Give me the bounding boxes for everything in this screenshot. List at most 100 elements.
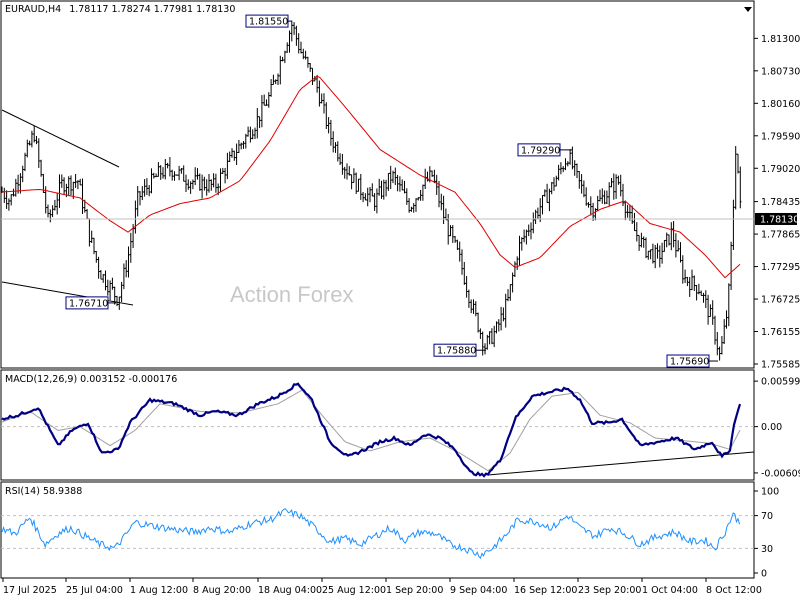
- ohlc-bar: [732, 199, 735, 251]
- price-pane: Action Forex EURAUD,H4 1.78117 1.78274 1…: [0, 0, 800, 371]
- ohlc-bar: [352, 168, 356, 183]
- ohlc-bar: [161, 167, 165, 179]
- ohlc-bar: [481, 331, 484, 356]
- ohlc-bar: [725, 310, 728, 329]
- ohlc-bar: [460, 249, 464, 275]
- ohlc-bar: [525, 229, 528, 245]
- macd-line: [1, 382, 742, 478]
- ohlc-bar: [713, 315, 717, 345]
- ohlc-bar: [288, 30, 291, 53]
- ohlc-bar: [166, 162, 169, 169]
- ohlc-bar: [173, 171, 176, 181]
- ohlc-bar: [704, 290, 707, 309]
- ohlc-bar: [141, 186, 144, 201]
- ohlc-bar: [587, 202, 590, 208]
- ohlc-bar: [108, 280, 112, 301]
- ohlc-bar: [226, 152, 229, 180]
- ohlc-bar: [403, 180, 406, 194]
- ohlc-bar: [343, 166, 346, 179]
- ohlc-bar: [138, 191, 142, 206]
- ohlc-bar: [628, 204, 632, 221]
- price-tick-label: 1.81300: [761, 34, 800, 45]
- ohlc-bar: [665, 232, 668, 248]
- time-tick-label: 1 Aug 12:00: [130, 585, 188, 596]
- ohlc-bar: [51, 205, 54, 218]
- ohlc-bar: [134, 200, 137, 234]
- ohlc-bar: [180, 168, 183, 174]
- ohlc-bar: [410, 206, 413, 212]
- ohlc-bar: [417, 197, 420, 201]
- ohlc-bar: [585, 187, 588, 206]
- ohlc-bar: [608, 182, 611, 206]
- ohlc-bar: [458, 241, 461, 262]
- ohlc-bar: [327, 117, 330, 134]
- price-tick-label: 1.79590: [761, 131, 800, 142]
- annotation-box: [245, 14, 289, 28]
- macd-axis: 0.00599 0.00 -0.006095: [754, 377, 800, 479]
- ohlc-bar: [194, 167, 197, 186]
- ohlc-bar: [143, 179, 146, 197]
- ohlc-bar: [67, 176, 70, 197]
- ohlc-bar: [426, 171, 429, 182]
- ohlc-bar: [95, 250, 98, 263]
- ohlc-bar: [175, 174, 178, 176]
- ohlc-bar: [237, 140, 241, 153]
- ohlc-bar: [92, 237, 96, 255]
- macd-tick-label: 0.00599: [761, 377, 800, 388]
- ohlc-bar: [19, 173, 22, 194]
- ohlc-bar: [292, 22, 296, 35]
- ohlc-bar: [30, 130, 34, 148]
- time-axis: 17 Jul 2025 25 Jul 04:00 1 Aug 12:00 8 Aug …: [2, 578, 762, 596]
- ohlc-bar: [157, 162, 160, 177]
- ohlc-bar: [389, 165, 392, 189]
- ohlc-bar: [345, 163, 349, 180]
- price-annotation: 1.81550: [245, 14, 292, 28]
- ohlc-bar: [654, 244, 657, 269]
- ohlc-bar: [348, 166, 351, 176]
- upper-channel-line: [1, 109, 120, 168]
- ohlc-bar: [470, 299, 473, 314]
- ohlc-bar: [152, 172, 155, 179]
- ohlc-bar: [594, 208, 597, 221]
- ohlc-bar: [361, 192, 365, 203]
- ohlc-bar: [391, 170, 395, 184]
- ohlc-bar: [405, 188, 408, 205]
- ohlc-bar: [495, 321, 498, 334]
- ohlc-bar: [718, 346, 721, 361]
- ohlc-bar: [709, 304, 712, 318]
- ohlc-bar: [46, 204, 50, 218]
- ohlc-bar: [322, 93, 326, 114]
- ohlc-bar: [244, 133, 247, 149]
- ohlc-bar: [373, 193, 376, 211]
- ohlc-bar: [723, 319, 726, 344]
- lower-channel-line: [1, 281, 134, 306]
- ohlc-bar: [272, 74, 275, 86]
- ohlc-bar: [633, 212, 636, 232]
- ohlc-bar: [407, 198, 411, 213]
- ohlc-bar: [150, 168, 153, 194]
- annotation-box: [666, 354, 710, 368]
- ohlc-bar: [290, 20, 293, 42]
- ohlc-bar: [154, 173, 158, 178]
- ohlc-bar: [76, 180, 80, 190]
- ohlc-bar: [729, 241, 733, 290]
- price-annotation: 1.75880: [433, 343, 486, 357]
- chart-menu-icon[interactable]: [744, 7, 752, 12]
- ohlc-bar: [136, 186, 139, 217]
- ohlc-bar: [97, 256, 100, 279]
- ohlc-bar: [12, 188, 15, 197]
- ohlc-bar: [564, 158, 567, 171]
- ohlc-bar: [106, 279, 109, 296]
- ohlc-bar: [221, 167, 224, 175]
- ohlc-bar: [493, 325, 496, 348]
- ohlc-bar: [315, 74, 319, 93]
- ohlc-bar: [210, 179, 213, 191]
- ohlc-bar: [591, 202, 595, 221]
- ohlc-bar: [562, 166, 565, 173]
- ohlc-bar: [734, 146, 737, 210]
- time-tick-label: 1 Sep 20:00: [386, 585, 443, 596]
- ohlc-bar: [196, 168, 199, 180]
- ohlc-bar: [258, 116, 261, 129]
- ohlc-bar: [279, 55, 282, 85]
- ohlc-bar: [357, 178, 360, 192]
